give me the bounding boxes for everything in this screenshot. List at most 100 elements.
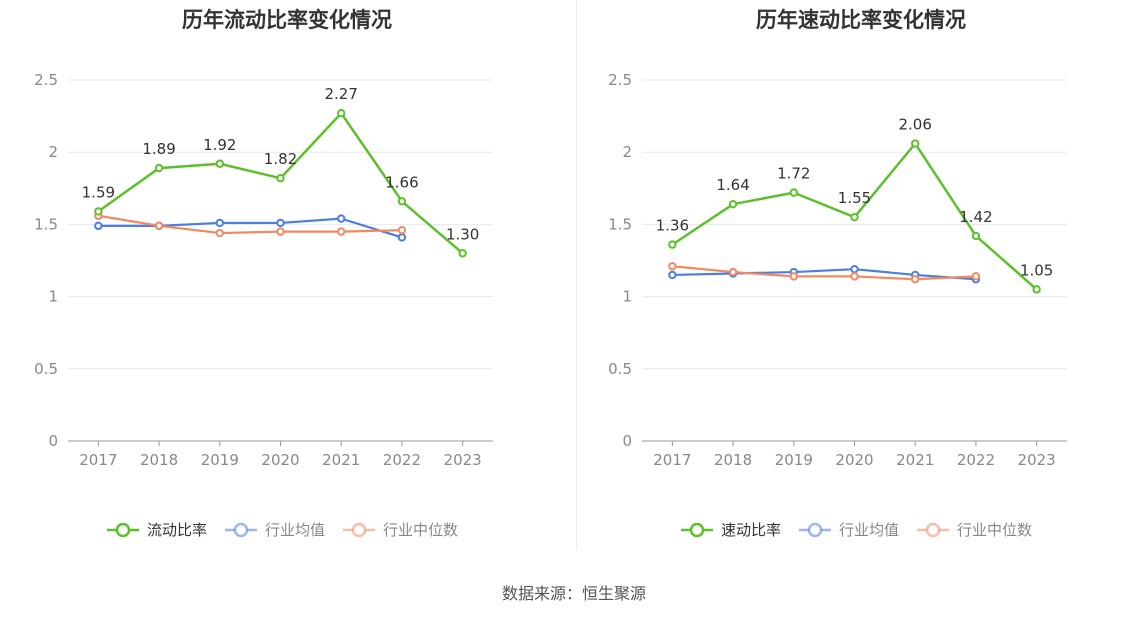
y-tick-label: 1 [48,288,58,306]
data-point [850,272,859,281]
data-point [971,272,981,281]
x-tick-label: 2017 [79,451,117,469]
y-tick-label: 2.5 [34,71,58,89]
legend-label: 行业中位数 [383,521,458,539]
data-point [215,228,224,238]
legend-item: 行业均值 [799,521,899,539]
legend-marker [807,522,823,538]
y-tick-label: 0.5 [34,360,58,378]
x-tick-label: 2021 [322,451,360,469]
data-point [728,199,738,209]
data-point [789,272,798,281]
data-point [850,212,859,222]
data-point [911,139,920,148]
data-point [911,275,920,284]
legend-item: 行业均值 [225,521,325,539]
data-point [668,240,677,249]
data-point [337,227,346,236]
legend-label: 行业均值 [839,521,899,539]
data-point [276,173,285,183]
data-point [971,231,981,241]
y-tick-label: 2.5 [608,71,632,89]
data-point [215,218,224,228]
y-tick-label: 2 [622,143,632,161]
legend-marker [925,522,941,538]
series-line [672,268,977,281]
x-tick-label: 2022 [957,451,995,469]
data-point [276,218,285,228]
data-point [1032,285,1041,294]
data-label: 1.42 [959,208,992,226]
data-point [397,225,407,235]
data-point [215,159,224,168]
y-tick-label: 0 [48,432,58,450]
legend-marker [351,522,367,538]
data-point [668,262,677,271]
data-label: 1.66 [385,173,418,191]
series-line [672,265,976,281]
x-tick-label: 2021 [896,451,934,469]
current-ratio-chart: 0 0.5 1 1.5 2 2.5 2017 2018 2019 2020 2021 2022 2023… [34,71,493,539]
chart-title: 历年流动比率变化情况 [182,8,392,32]
data-label: 1.64 [716,176,749,194]
data-point [397,197,407,206]
chart-title: 历年速动比率变化情况 [756,8,966,32]
series-line [98,217,403,239]
x-tick-label: 2018 [140,451,178,469]
data-label: 1.30 [446,225,479,243]
data-label: 1.72 [777,165,810,183]
data-point [276,227,285,236]
legend-marker [689,522,705,538]
legend-item: 行业中位数 [917,521,1032,539]
current-ratio-panel: 历年流动比率变化情况 0 0.5 1 1.5 2 2.5 2017 2018 2019 2020 2… [0,0,574,560]
data-point [94,207,103,216]
data-point [154,221,164,231]
data-point [850,264,859,274]
data-point [154,163,164,173]
x-tick-label: 2017 [653,451,691,469]
x-tick-label: 2019 [775,451,813,469]
y-tick-label: 1.5 [608,215,632,233]
data-point [94,221,103,231]
x-tick-label: 2022 [383,451,421,469]
legend-item: 流动比率 [107,521,207,539]
panel-divider [576,0,577,550]
data-label: 1.82 [264,150,297,168]
data-label: 1.89 [142,140,175,158]
data-source-caption: 数据来源：恒生聚源 [501,584,646,603]
legend-label: 行业均值 [265,521,325,539]
data-label: 1.05 [1020,261,1053,279]
data-point [337,109,346,118]
x-tick-label: 2020 [261,451,299,469]
data-label: 1.59 [82,183,115,201]
x-tick-label: 2020 [835,451,873,469]
y-tick-label: 1.5 [34,215,58,233]
y-tick-label: 2 [48,143,58,161]
y-tick-label: 0.5 [608,360,632,378]
y-tick-label: 1 [622,288,632,306]
data-label: 2.27 [325,85,358,103]
legend-label: 流动比率 [147,521,207,539]
data-point [458,249,467,258]
data-point [337,214,346,223]
data-point [728,267,738,277]
quick-ratio-chart: 0 0.5 1 1.5 2 2.5 2017 2018 2019 2020 2021 2022 2023… [608,71,1067,539]
data-label: 1.92 [203,136,236,154]
legend-marker [233,522,249,538]
x-tick-label: 2023 [1018,451,1056,469]
data-point [789,188,798,197]
data-label: 1.55 [838,189,871,207]
legend-label: 行业中位数 [957,521,1032,539]
y-tick-label: 0 [622,432,632,450]
legend-label: 速动比率 [721,521,781,539]
legend-item: 速动比率 [681,521,781,539]
data-point [397,233,407,242]
data-label: 2.06 [899,116,932,134]
legend-marker [115,522,131,538]
data-point [668,270,677,280]
legend-item: 行业中位数 [343,521,458,539]
x-tick-label: 2018 [714,451,752,469]
x-tick-label: 2023 [444,451,482,469]
series-line [98,214,402,235]
quick-ratio-panel: 历年速动比率变化情况 0 0.5 1 1.5 2 2.5 2017 2018 2019 2020 2… [574,0,1148,560]
